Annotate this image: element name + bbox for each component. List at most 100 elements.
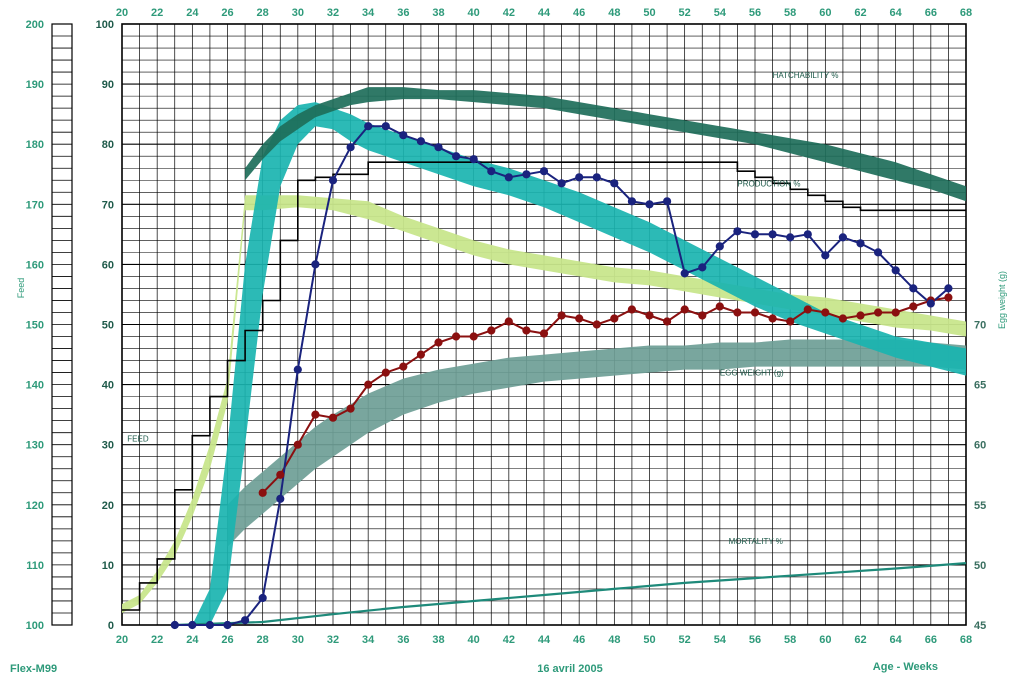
x-tick-bottom: 30 — [292, 634, 304, 646]
egg-weight-point — [258, 488, 267, 497]
production-point — [575, 173, 584, 182]
y-feed-tick: 120 — [26, 500, 44, 512]
y-left-tick: 60 — [102, 259, 114, 271]
annotation-label: PRODUCTION % — [737, 179, 800, 188]
egg-weight-point — [645, 311, 654, 320]
egg-weight-point — [874, 308, 883, 317]
x-tick-bottom: 36 — [397, 634, 409, 646]
x-tick-bottom: 68 — [960, 634, 972, 646]
egg-weight-point — [663, 317, 672, 326]
x-tick-bottom: 56 — [749, 634, 761, 646]
production-point — [627, 197, 637, 206]
band-production — [174, 102, 967, 626]
x-tick-bottom: 20 — [116, 634, 128, 646]
egg-weight-point — [750, 308, 760, 317]
production-point — [645, 200, 654, 209]
x-tick-top: 64 — [890, 7, 903, 19]
production-point — [838, 233, 848, 242]
y-left-tick: 50 — [102, 320, 114, 332]
production-point — [487, 167, 496, 176]
x-tick-bottom: 54 — [714, 634, 727, 646]
x-tick-top: 36 — [397, 7, 409, 19]
production-point — [944, 284, 953, 293]
x-tick-bottom: 58 — [784, 634, 796, 646]
production-point — [364, 122, 373, 131]
y-feed-tick: 110 — [26, 560, 44, 572]
egg-weight-point — [557, 311, 566, 320]
y-feed-tick: 160 — [26, 259, 44, 271]
y-left-tick: 0 — [108, 620, 114, 632]
production-point — [170, 620, 179, 630]
production-point — [926, 299, 935, 308]
egg-weight-point — [768, 314, 777, 323]
production-point — [188, 620, 197, 630]
x-tick-top: 46 — [573, 7, 585, 19]
annotation-label: HATCHABILITY % — [773, 71, 839, 80]
y-feed-axis-label: Feed — [16, 278, 26, 299]
production-point — [891, 266, 900, 275]
x-tick-top: 22 — [151, 7, 163, 19]
x-tick-bottom: 24 — [186, 634, 199, 646]
x-tick-top: 38 — [432, 7, 444, 19]
egg-weight-point — [575, 314, 584, 323]
band-egg-weight-g — [227, 339, 966, 547]
y-right-tick: 55 — [974, 500, 986, 512]
production-point — [293, 365, 302, 374]
x-tick-bottom: 32 — [327, 634, 339, 646]
y-right-tick: 70 — [974, 320, 986, 332]
production-point — [786, 233, 795, 242]
production-point — [909, 284, 918, 293]
egg-weight-point — [944, 293, 953, 302]
x-tick-top: 42 — [503, 7, 515, 19]
annotation-layer: HATCHABILITY % PRODUCTION % EGG WEIGHT (g)… — [127, 71, 838, 546]
y-left-tick: 40 — [102, 380, 114, 392]
egg-weight-point — [504, 317, 513, 326]
y-right-tick: 60 — [974, 440, 986, 452]
x-tick-top: 26 — [221, 7, 233, 19]
y-left-tick: 90 — [102, 79, 114, 91]
feed-axis — [51, 23, 73, 626]
y-feed-tick: 140 — [26, 380, 44, 392]
x-tick-top: 60 — [819, 7, 831, 19]
y-left-tick: 70 — [102, 199, 114, 211]
egg-weight-point — [399, 362, 408, 371]
egg-weight-point — [698, 311, 707, 320]
x-tick-top: 58 — [784, 7, 796, 19]
egg-weight-point — [311, 410, 320, 419]
production-point — [276, 494, 285, 503]
production-point — [680, 269, 689, 278]
production-point — [434, 143, 443, 152]
production-point — [522, 170, 531, 179]
production-point — [469, 155, 478, 164]
production-point — [399, 131, 408, 140]
x-tick-bottom: 34 — [362, 634, 375, 646]
egg-weight-point — [452, 332, 461, 341]
annotation-label: MORTALITY % — [729, 537, 783, 546]
production-point — [223, 620, 232, 630]
production-point — [381, 122, 390, 131]
x-tick-bottom: 64 — [890, 634, 903, 646]
x-tick-bottom: 50 — [643, 634, 655, 646]
y-feed-tick: 190 — [26, 79, 44, 91]
standard-feed-step-line — [122, 161, 966, 611]
egg-weight-point — [434, 338, 443, 347]
x-tick-bottom: 22 — [151, 634, 163, 646]
production-point — [750, 230, 760, 239]
x-tick-top: 68 — [960, 7, 972, 19]
x-tick-top: 66 — [925, 7, 937, 19]
y-left-tick: 80 — [102, 139, 114, 151]
production-point — [504, 173, 513, 182]
marker-layer — [170, 122, 953, 630]
x-tick-bottom: 66 — [925, 634, 937, 646]
footer-left: Flex-M99 — [10, 663, 57, 675]
production-point — [328, 176, 338, 185]
x-tick-bottom: 26 — [221, 634, 233, 646]
x-tick-top: 50 — [643, 7, 655, 19]
x-tick-bottom: 42 — [503, 634, 515, 646]
egg-weight-actual-line — [261, 296, 949, 494]
production-point — [557, 179, 566, 188]
production-point — [416, 137, 425, 146]
production-point — [715, 242, 724, 251]
production-point — [241, 616, 250, 625]
egg-weight-point — [821, 308, 830, 317]
